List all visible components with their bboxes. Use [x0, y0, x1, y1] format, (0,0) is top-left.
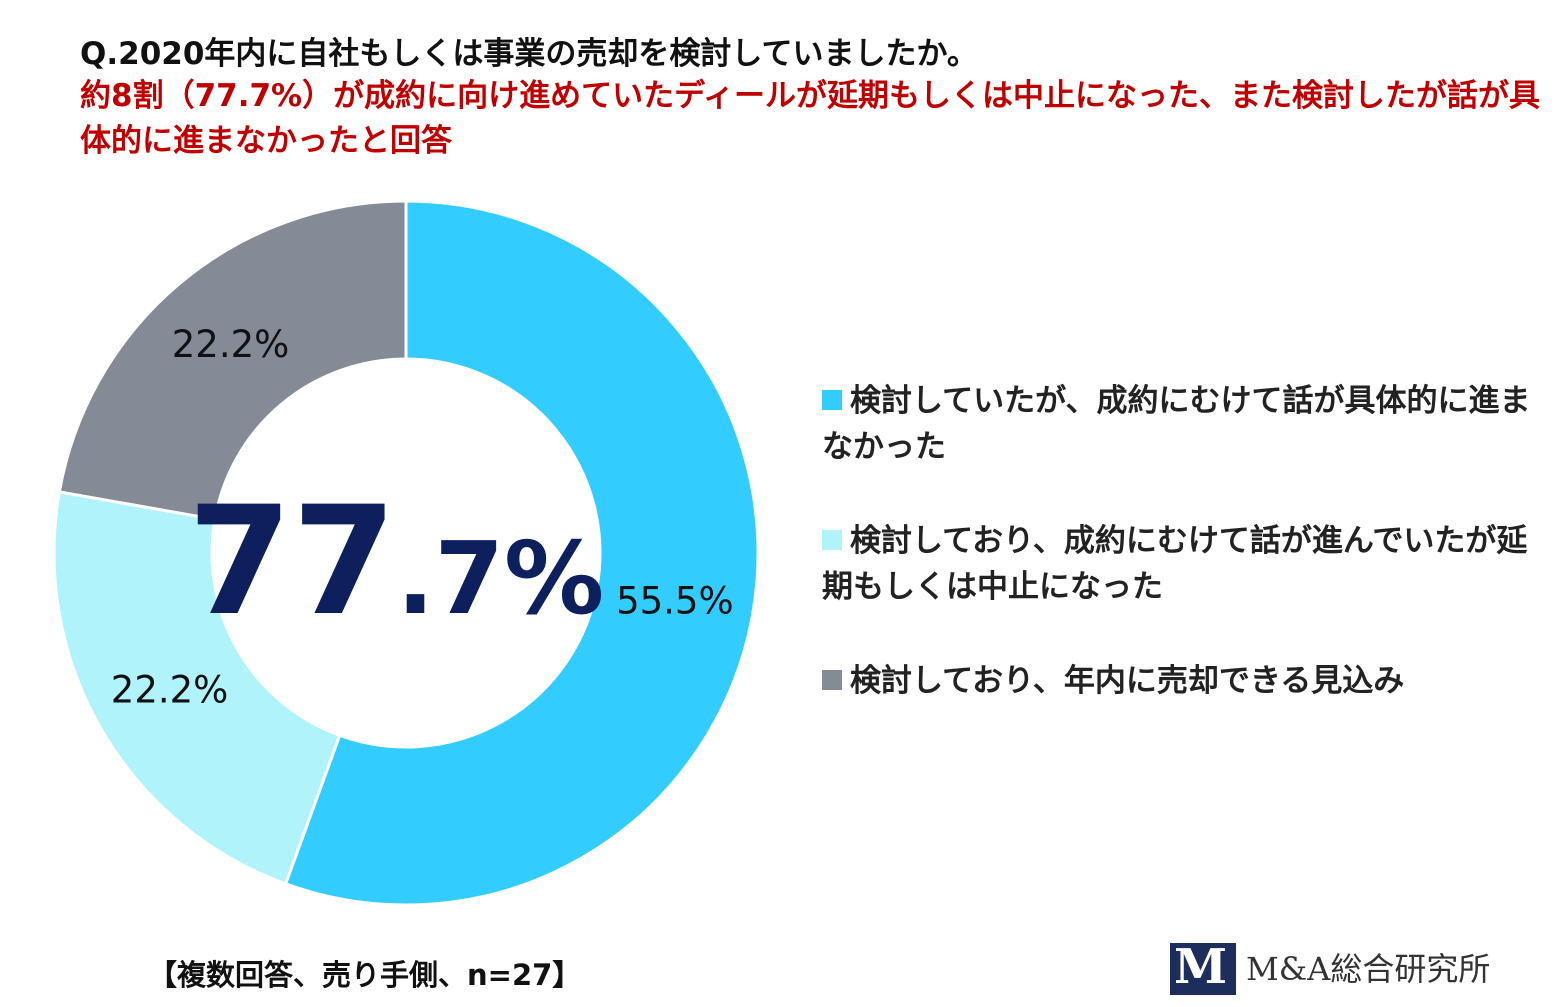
- slice-value-label-3: 22.2%: [172, 323, 290, 366]
- legend-item-3: 検討しており、年内に売却できる見込み: [822, 658, 1542, 704]
- slice-value-label-1: 55.5%: [616, 579, 734, 622]
- chart-title: Q.2020年内に自社もしくは事業の売却を検討していましたか。: [80, 36, 978, 72]
- slice-value-label-2: 22.2%: [111, 669, 229, 712]
- center-label-major: 77: [188, 475, 397, 649]
- title-block: Q.2020年内に自社もしくは事業の売却を検討していましたか。 約8割（77.7…: [80, 34, 1550, 164]
- footnote: 【複数回答、売り手側、n=27】: [148, 958, 582, 992]
- donut-slice-3: [57, 199, 408, 522]
- legend-label-3: 検討しており、年内に売却できる見込み: [850, 663, 1405, 699]
- legend-item-2: 検討しており、成約にむけて話が進んでいたが延期もしくは中止になった: [822, 518, 1542, 610]
- center-total-label: 77.7%: [188, 475, 605, 649]
- legend-swatch-1: [822, 390, 842, 410]
- donut-chart: 55.5% 22.2% 22.2% 77.7%: [52, 199, 760, 907]
- logo-text: M&A総合研究所: [1246, 950, 1491, 988]
- legend-swatch-2: [822, 530, 842, 550]
- legend-item-1: 検討していたが、成約にむけて話が具体的に進まなかった: [822, 378, 1542, 470]
- chart-subtitle: 約8割（77.7%）が成約に向け進めていたディールが延期もしくは中止になった、ま…: [80, 78, 1540, 159]
- center-label-minor: .7%: [396, 520, 604, 637]
- donut-slices: [52, 199, 760, 907]
- legend: 検討していたが、成約にむけて話が具体的に進まなかった 検討しており、成約にむけて話…: [822, 378, 1542, 752]
- legend-label-2: 検討しており、成約にむけて話が進んでいたが延期もしくは中止になった: [822, 523, 1528, 605]
- logo-mark-icon: M: [1170, 939, 1236, 995]
- donut-value-labels: 55.5% 22.2% 22.2%: [111, 323, 734, 712]
- donut-slice-2: [52, 490, 342, 886]
- donut-slice-1: [283, 199, 760, 907]
- legend-swatch-3: [822, 670, 842, 690]
- legend-label-1: 検討していたが、成約にむけて話が具体的に進まなかった: [822, 383, 1531, 465]
